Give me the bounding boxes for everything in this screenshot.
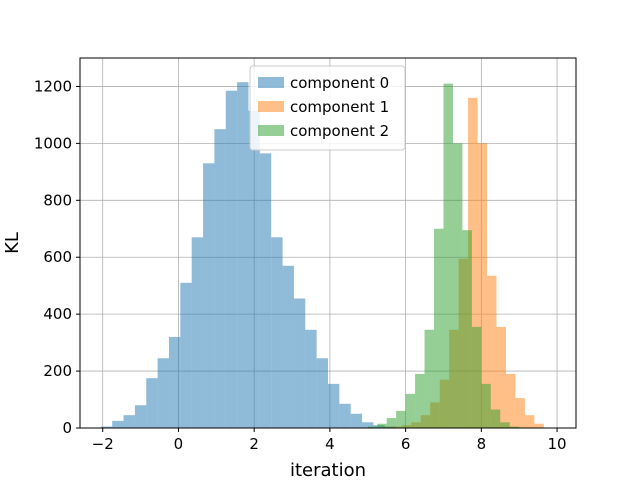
histogram-bar xyxy=(305,329,317,428)
histogram-bar xyxy=(157,358,169,428)
legend-label: component 0 xyxy=(290,74,389,92)
x-tick-label: −2 xyxy=(92,435,114,453)
histogram-bar xyxy=(316,358,328,428)
legend-box xyxy=(249,65,406,151)
histogram-bar xyxy=(237,82,249,428)
histogram-bar xyxy=(168,336,181,428)
legend-label: component 2 xyxy=(290,122,389,140)
histogram-bar xyxy=(191,237,204,428)
histogram-bar xyxy=(259,153,272,428)
histogram-bar xyxy=(203,163,215,429)
histogram-bar xyxy=(339,403,351,428)
histogram-bar xyxy=(477,143,488,428)
histogram-bar xyxy=(509,426,520,428)
histogram-bar xyxy=(534,423,544,428)
y-tick-label: 0 xyxy=(62,419,72,437)
series-component-2 xyxy=(367,83,520,428)
histogram-bar xyxy=(405,393,416,428)
x-tick-label: 4 xyxy=(325,435,335,453)
y-tick-label: 400 xyxy=(43,305,72,323)
histogram-bar xyxy=(350,413,363,428)
histogram-bar xyxy=(452,143,463,428)
histogram-bar xyxy=(515,398,525,428)
axis-ticks: −2 0 2 4 6 8 10 0 200 400 600 800 1000 1200 xyxy=(34,77,567,453)
histogram-bar xyxy=(443,83,453,428)
histogram-bar xyxy=(505,373,516,428)
histogram-bar xyxy=(500,422,510,428)
histogram-bar xyxy=(271,237,283,428)
histogram-bar xyxy=(471,326,482,428)
y-tick-label: 1200 xyxy=(34,77,72,95)
histogram-bar xyxy=(214,129,226,428)
y-tick-label: 200 xyxy=(43,362,72,380)
histogram-bar xyxy=(248,110,260,429)
histogram-bar xyxy=(386,418,397,428)
legend-label: component 1 xyxy=(290,98,389,116)
histogram-bar xyxy=(362,422,374,428)
histogram-bar xyxy=(434,228,444,428)
x-axis-label: iteration xyxy=(290,460,366,480)
x-tick-label: 2 xyxy=(249,435,259,453)
histogram-bar xyxy=(468,97,478,428)
histogram-bar xyxy=(415,373,425,428)
plot-frame xyxy=(79,57,577,429)
y-tick-label: 600 xyxy=(43,248,72,266)
histogram-bar xyxy=(123,415,135,428)
histogram-bar xyxy=(524,415,535,428)
histogram-bar xyxy=(328,383,340,428)
y-tick-label: 1000 xyxy=(34,134,72,152)
histogram-bar xyxy=(146,378,158,428)
legend-swatch xyxy=(258,77,284,88)
histogram-bars xyxy=(100,82,544,429)
histogram-bar xyxy=(462,230,472,428)
x-tick-label: 0 xyxy=(174,435,184,453)
histogram-bar xyxy=(424,329,435,428)
legend-swatch xyxy=(258,125,284,136)
x-tick-label: 8 xyxy=(477,435,487,453)
histogram-bar xyxy=(225,90,238,428)
series-component-0 xyxy=(100,82,397,429)
x-tick-label: 10 xyxy=(548,435,567,453)
histogram-bar xyxy=(481,383,491,428)
histogram-bar xyxy=(377,423,387,428)
histogram-bar xyxy=(293,298,306,428)
histogram-bar xyxy=(100,426,113,428)
legend-swatch xyxy=(258,101,284,112)
histogram-bar xyxy=(134,405,147,428)
y-axis-label: KL xyxy=(2,232,23,254)
histogram-bar xyxy=(180,282,192,428)
legend: component 0 component 1 component 2 xyxy=(249,65,406,151)
histogram-bar xyxy=(490,409,501,428)
histogram-bar xyxy=(282,265,294,428)
histogram-bar xyxy=(112,420,124,428)
y-tick-label: 800 xyxy=(43,191,72,209)
histogram-bar xyxy=(367,426,378,428)
histogram-bar xyxy=(487,275,497,428)
histogram-bar xyxy=(496,326,506,428)
x-tick-label: 6 xyxy=(401,435,411,453)
histogram-bar xyxy=(396,410,406,428)
